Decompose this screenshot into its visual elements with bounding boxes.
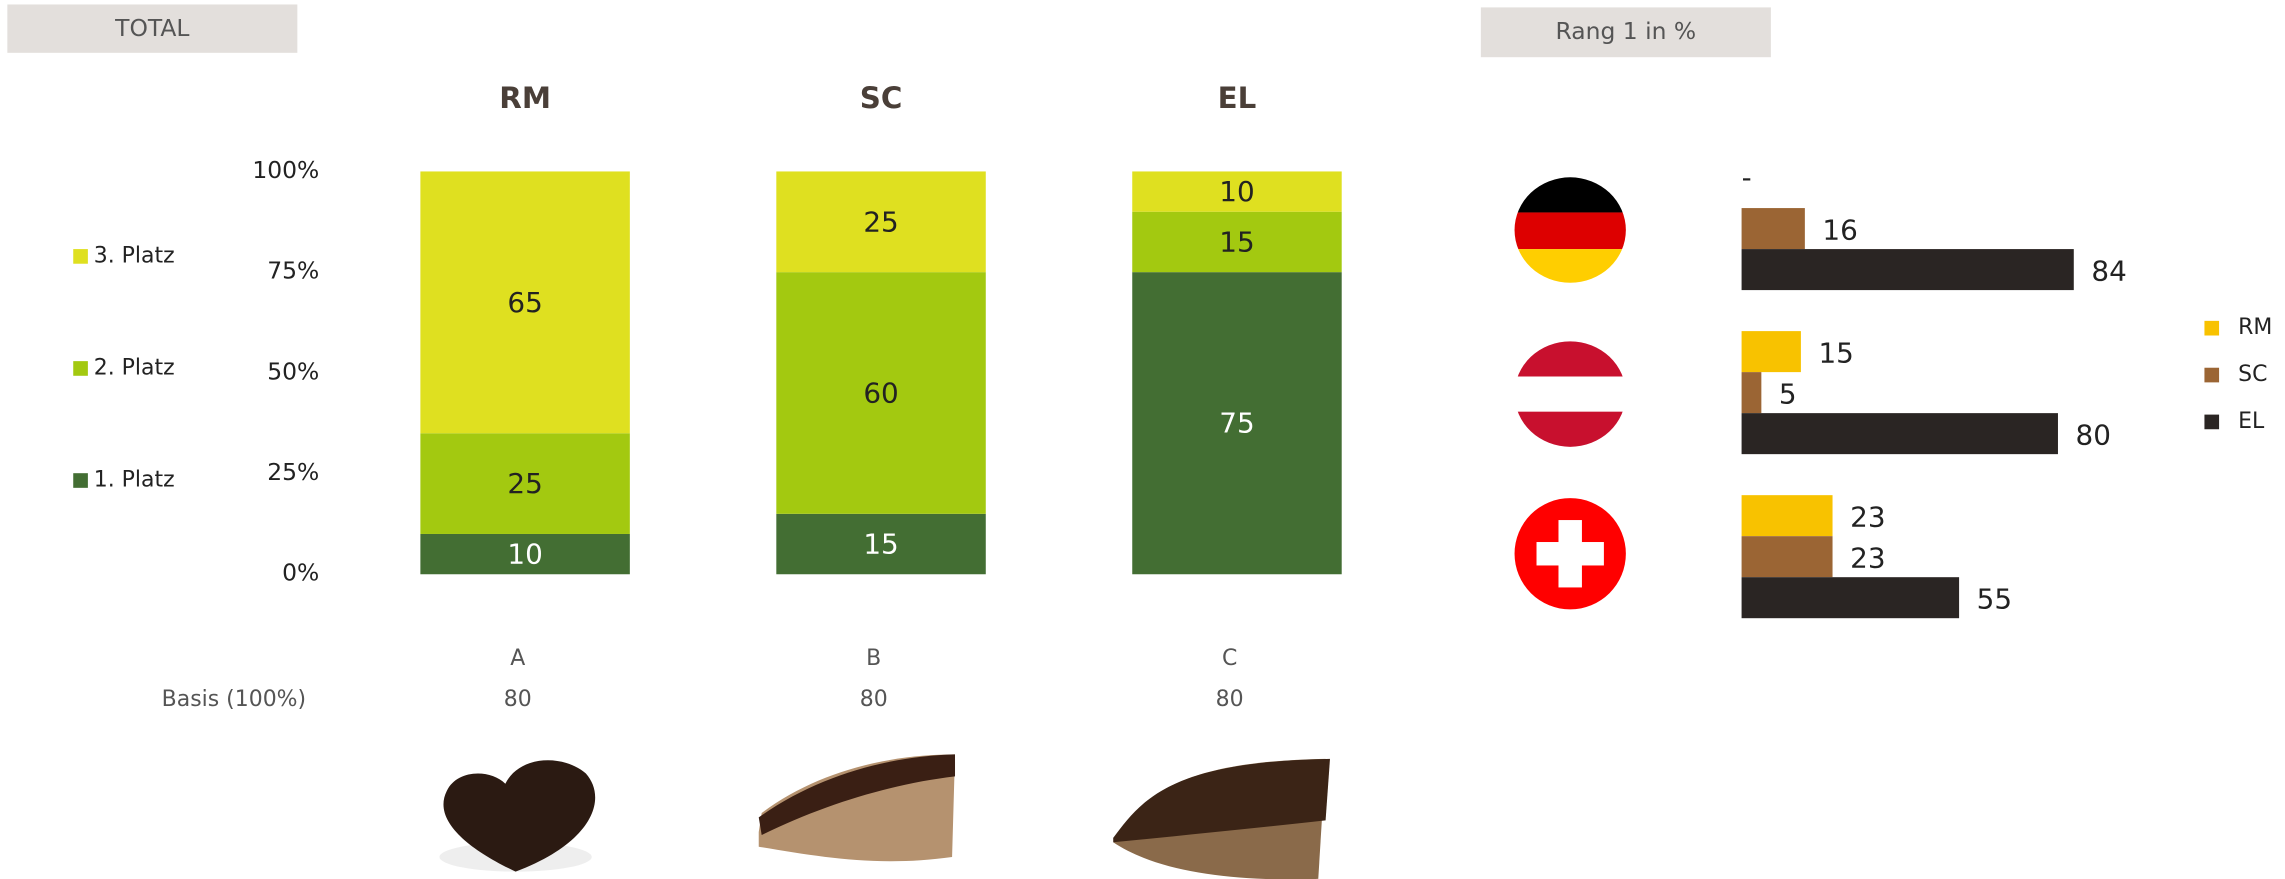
bar [1741,249,2074,291]
data-label: 16 [1822,214,1857,247]
column-title: SC [860,81,903,115]
data-label: - [1742,161,1752,194]
legend-label: RM [2238,315,2272,340]
bar-segment [776,171,986,273]
y-tick-label: 0% [282,559,319,587]
bar-segment [776,513,986,575]
bar [1741,413,2058,455]
data-label: 10 [507,538,542,571]
column-title: EL [1218,81,1257,115]
header-box [7,4,298,53]
x-tick-label: C [1222,646,1237,671]
header-title: TOTAL [114,14,189,42]
product-image [439,760,596,872]
data-label: 75 [1219,407,1254,440]
data-label: 15 [1219,225,1254,258]
x-tick-label: A [510,646,525,671]
data-label: 23 [1850,501,1885,534]
flag-austria [1514,341,1626,447]
y-tick-label: 100% [252,156,319,184]
legend-swatch [2204,367,2220,383]
bar-segment [420,533,630,575]
bar-segment [1132,272,1342,575]
bar-segment [420,171,630,434]
bar [1741,372,1762,414]
bar [1741,577,1960,619]
data-label: 25 [507,467,542,500]
legend-swatch [2204,414,2220,430]
bar [1741,331,1801,373]
bar-segment [420,433,630,534]
product-image [1113,758,1330,879]
y-tick-label: 75% [267,257,319,285]
legend-swatch [73,361,88,376]
bar-segment [776,272,986,514]
legend-swatch [73,249,88,264]
basis-value: 80 [860,687,888,712]
data-label: 80 [2076,419,2111,452]
legend-label: EL [2238,409,2265,434]
data-label: 15 [1818,337,1853,370]
y-tick-label: 25% [267,458,319,486]
data-label: 15 [863,528,898,561]
header-box [1480,7,1771,58]
legend-label: 1. Platz [94,468,175,493]
legend-label: 3. Platz [94,243,175,268]
header-title: Rang 1 in % [1556,17,1697,45]
data-label: 84 [2091,255,2126,288]
y-tick-label: 50% [267,357,319,385]
flag-switzerland [1514,498,1626,610]
legend-swatch [73,473,88,488]
legend-swatch [2204,320,2220,336]
data-label: 60 [863,376,898,409]
flag-germany [1514,177,1626,283]
column-title: RM [499,81,551,115]
legend-label: SC [2238,362,2267,387]
data-label: 23 [1850,542,1885,575]
bar [1741,208,1805,250]
data-label: 25 [863,205,898,238]
product-image [758,754,956,862]
data-label: 55 [1977,583,2012,616]
bar [1741,536,1833,578]
x-tick-label: B [866,646,881,671]
legend-label: 2. Platz [94,355,175,380]
bar-segment [1132,171,1342,212]
data-label: 5 [1779,378,1797,411]
data-label: 65 [507,286,542,319]
bar-segment [1132,211,1342,273]
bar [1741,495,1833,537]
basis-value: 80 [504,687,532,712]
basis-value: 80 [1216,687,1244,712]
basis-label: Basis (100%) [162,687,306,712]
data-label: 10 [1219,175,1254,208]
